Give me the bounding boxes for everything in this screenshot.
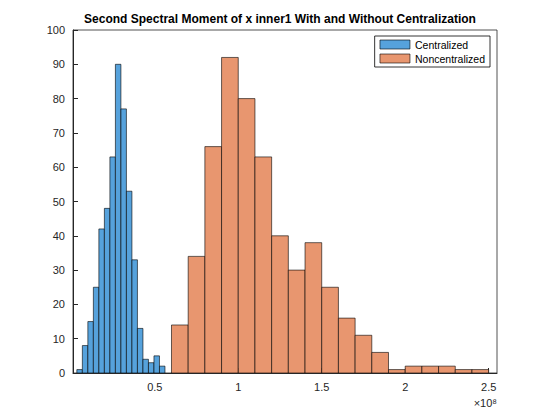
svg-text:90: 90 — [53, 58, 65, 70]
svg-text:10: 10 — [53, 333, 65, 345]
svg-text:100: 100 — [47, 24, 65, 36]
svg-text:1: 1 — [235, 381, 241, 393]
svg-text:×10⁸: ×10⁸ — [474, 397, 497, 409]
svg-text:1.5: 1.5 — [314, 381, 329, 393]
svg-text:50: 50 — [53, 196, 65, 208]
svg-text:60: 60 — [53, 161, 65, 173]
svg-text:Centralized: Centralized — [415, 39, 468, 51]
svg-text:Noncentralized: Noncentralized — [415, 53, 485, 65]
svg-text:70: 70 — [53, 127, 65, 139]
svg-text:2.5: 2.5 — [481, 381, 496, 393]
svg-text:20: 20 — [53, 298, 65, 310]
svg-text:Second Spectral Moment of x in: Second Spectral Moment of x inner1 With … — [84, 12, 476, 26]
svg-text:0: 0 — [59, 367, 65, 379]
svg-text:0.5: 0.5 — [147, 381, 162, 393]
svg-text:40: 40 — [53, 230, 65, 242]
svg-text:2: 2 — [402, 381, 408, 393]
svg-text:30: 30 — [53, 264, 65, 276]
svg-text:80: 80 — [53, 93, 65, 105]
